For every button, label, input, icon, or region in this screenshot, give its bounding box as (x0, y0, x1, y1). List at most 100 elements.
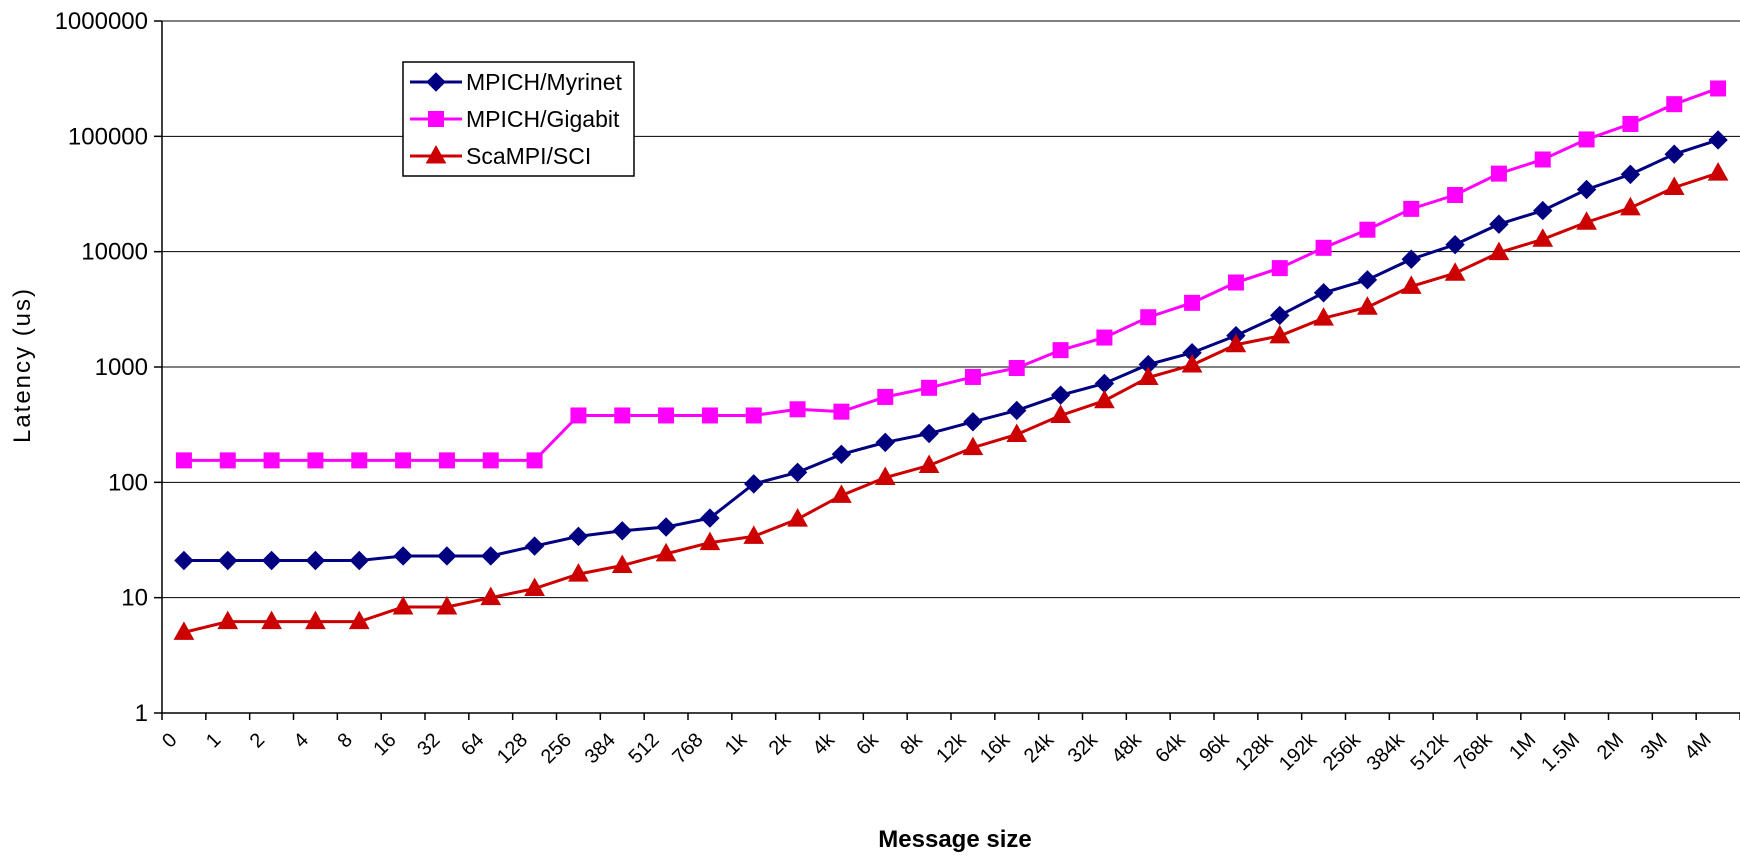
data-point (1096, 329, 1113, 346)
x-tick-label: 512 (625, 729, 664, 768)
data-point (1357, 270, 1378, 290)
data-point (1270, 305, 1290, 326)
data-point (1620, 196, 1641, 216)
data-point (699, 531, 721, 551)
data-point (1052, 342, 1069, 359)
series-mpich-gigabit (175, 80, 1727, 469)
data-point (874, 466, 896, 486)
data-point (1137, 366, 1159, 386)
data-point (962, 436, 984, 456)
data-point (744, 474, 764, 494)
x-tick-label: 2M (1593, 729, 1628, 764)
data-point (1444, 262, 1466, 281)
data-point (1490, 165, 1507, 182)
data-point (438, 452, 455, 469)
data-point (1447, 186, 1464, 203)
data-point (436, 595, 458, 615)
y-tick-label: 100 (108, 469, 148, 496)
x-tick-label: 32 (413, 729, 444, 760)
gridlines (162, 20, 1740, 599)
data-point (1313, 307, 1334, 326)
data-point (482, 452, 499, 469)
data-point (964, 368, 981, 385)
data-point (611, 554, 633, 574)
data-point (218, 550, 238, 571)
data-point (656, 517, 676, 537)
data-point (481, 546, 501, 566)
data-point (568, 526, 589, 547)
x-tick-label: 24k (1020, 728, 1059, 767)
data-point (437, 546, 457, 566)
data-point (524, 536, 545, 556)
data-point (1663, 176, 1685, 196)
data-point (1271, 260, 1288, 277)
data-point (395, 452, 412, 469)
y-axis-title: Latency (us) (9, 287, 36, 443)
data-point (1707, 162, 1729, 181)
data-point (1140, 309, 1157, 326)
data-point (745, 407, 762, 424)
data-point (1357, 296, 1378, 315)
data-point (219, 452, 236, 469)
data-point (1489, 214, 1509, 234)
x-tick-label: 64k (1151, 728, 1190, 767)
data-point (1184, 294, 1201, 311)
data-point (1225, 333, 1247, 353)
data-point (524, 577, 545, 597)
data-point (261, 610, 282, 630)
data-point (261, 550, 282, 571)
x-tick-label: 768 (668, 729, 707, 768)
data-point (393, 546, 413, 566)
data-point (787, 508, 808, 527)
data-point (1400, 275, 1422, 294)
x-tick-label: 8 (333, 729, 356, 752)
data-point (1488, 241, 1510, 261)
data-point (305, 550, 326, 571)
data-point (877, 388, 894, 405)
y-tick-label: 10 (121, 585, 148, 612)
x-tick-label: 4M (1680, 729, 1715, 764)
x-tick-label: 128 (493, 729, 532, 768)
data-point (392, 595, 414, 615)
data-point (1532, 228, 1554, 247)
x-tick-label: 512k (1406, 728, 1453, 775)
data-point (831, 444, 852, 465)
data-point (1445, 234, 1465, 255)
x-tick-label: 384k (1363, 728, 1410, 775)
data-point (700, 508, 720, 528)
data-point (1401, 249, 1421, 269)
series-mpich-myrinet (174, 130, 1728, 571)
data-point (351, 452, 368, 469)
data-point (1620, 164, 1641, 185)
x-tick-label: 2k (765, 728, 796, 759)
legend: MPICH/Myrinet MPICH/Gigabit ScaMPI/SCI (402, 61, 635, 177)
data-point (1576, 211, 1597, 230)
x-tick-label: 4k (809, 728, 840, 759)
x-tick-label: 64 (457, 729, 488, 760)
data-point (1050, 385, 1071, 405)
legend-entry: MPICH/Myrinet (410, 69, 623, 95)
data-point (1094, 389, 1115, 409)
data-point (875, 432, 895, 453)
x-tick-label: 16 (369, 729, 400, 760)
legend-label: MPICH/Gigabit (466, 106, 620, 132)
y-tick-label: 1000000 (55, 8, 148, 35)
x-tick-labels: 0 1 2 4 8 16 32 64 128 256 384 512 768 1k 2k 4k 6k 8k 12k 1… (158, 728, 1716, 776)
data-point (1622, 115, 1639, 132)
legend-label: MPICH/Myrinet (466, 69, 623, 95)
x-tick-label: 0 (158, 729, 181, 752)
legend-label: ScaMPI/SCI (466, 143, 591, 169)
x-tick-label: 96k (1195, 728, 1234, 767)
data-point (1181, 354, 1203, 373)
data-point (1007, 400, 1027, 421)
data-point (217, 610, 239, 630)
data-point (1576, 179, 1597, 200)
data-point (1708, 130, 1728, 150)
data-point (307, 452, 324, 469)
data-point (175, 452, 192, 469)
x-tick-label: 1 (202, 729, 225, 752)
legend-marker (428, 111, 444, 127)
data-point (1403, 200, 1420, 217)
y-tick-label: 1 (135, 700, 148, 727)
